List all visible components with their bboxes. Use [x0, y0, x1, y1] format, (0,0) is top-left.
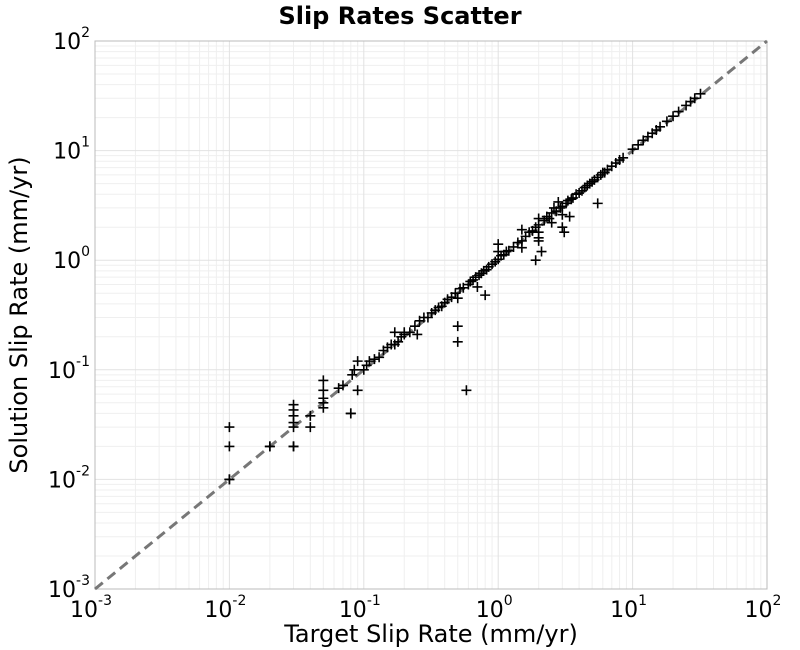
data-point [458, 282, 469, 293]
data-point [546, 207, 557, 218]
data-point [557, 209, 568, 220]
data-point [668, 111, 679, 122]
data-point [673, 106, 684, 117]
data-point [337, 380, 348, 391]
data-point [533, 213, 544, 224]
minor-grid [95, 41, 767, 589]
y-tick-label: 100 [53, 244, 90, 274]
data-point [695, 88, 706, 99]
y-tick-label: 101 [53, 135, 90, 165]
data-point [345, 408, 356, 419]
data-point [559, 227, 570, 238]
data-point [564, 211, 575, 222]
data-point [587, 176, 598, 187]
data-point [224, 474, 235, 485]
y-tick-label: 102 [53, 25, 90, 55]
data-point [530, 255, 541, 266]
data-point [592, 198, 603, 209]
data-point [627, 144, 638, 155]
x-tick-label: 10-2 [204, 593, 246, 623]
data-point [476, 268, 487, 279]
x-tick-label: 10-3 [70, 593, 112, 623]
data-point [546, 217, 557, 228]
data-point [318, 402, 329, 413]
data-point [349, 364, 360, 375]
data-point [544, 213, 555, 224]
data-point [533, 235, 544, 246]
data-points [224, 88, 706, 485]
data-point [452, 293, 463, 304]
data-point [364, 356, 375, 367]
data-point [393, 336, 404, 347]
y-tick-label: 10-2 [48, 463, 90, 493]
data-point [474, 270, 485, 281]
data-point [655, 121, 666, 132]
data-point [347, 369, 358, 380]
data-point [389, 327, 400, 338]
data-point [305, 410, 316, 421]
data-point [452, 336, 463, 347]
data-point [412, 329, 423, 340]
data-point [566, 194, 577, 205]
data-point [264, 441, 275, 452]
data-point [557, 222, 568, 233]
y-tick-labels: 10-3 10-2 10-1 100 101 102 [48, 25, 90, 603]
data-point [461, 385, 472, 396]
data-point [633, 139, 644, 150]
data-point [555, 202, 566, 213]
y-tick-label: 10-3 [48, 573, 90, 603]
data-point [374, 352, 385, 363]
data-point [352, 385, 363, 396]
chart-title: Slip Rates Scatter [278, 2, 521, 30]
y-axis-label: Solution Slip Rate (mm/yr) [5, 156, 33, 473]
data-point [404, 327, 415, 338]
data-point [288, 441, 299, 452]
data-point [452, 321, 463, 332]
data-point [224, 441, 235, 452]
data-point [536, 246, 547, 257]
data-point [288, 422, 299, 433]
data-point [409, 321, 420, 332]
data-point [305, 422, 316, 433]
x-axis-label: Target Slip Rate (mm/yr) [283, 620, 578, 648]
data-point [480, 290, 491, 301]
x-tick-label: 102 [745, 593, 782, 623]
data-point [689, 93, 700, 104]
data-point [618, 152, 629, 163]
data-point [472, 281, 483, 292]
data-point [661, 116, 672, 127]
data-point [224, 422, 235, 433]
data-point [450, 288, 461, 299]
x-tick-label: 100 [476, 593, 513, 623]
y-tick-label: 10-1 [48, 354, 90, 384]
data-point [508, 241, 519, 252]
x-tick-labels: 10-3 10-2 10-1 100 101 102 [70, 593, 781, 623]
data-point [318, 375, 329, 386]
x-tick-label: 101 [610, 593, 647, 623]
data-point [369, 354, 380, 365]
data-point [352, 356, 363, 367]
plot-frame [94, 40, 768, 590]
data-point [516, 224, 527, 235]
x-tick-label: 10-1 [339, 593, 381, 623]
